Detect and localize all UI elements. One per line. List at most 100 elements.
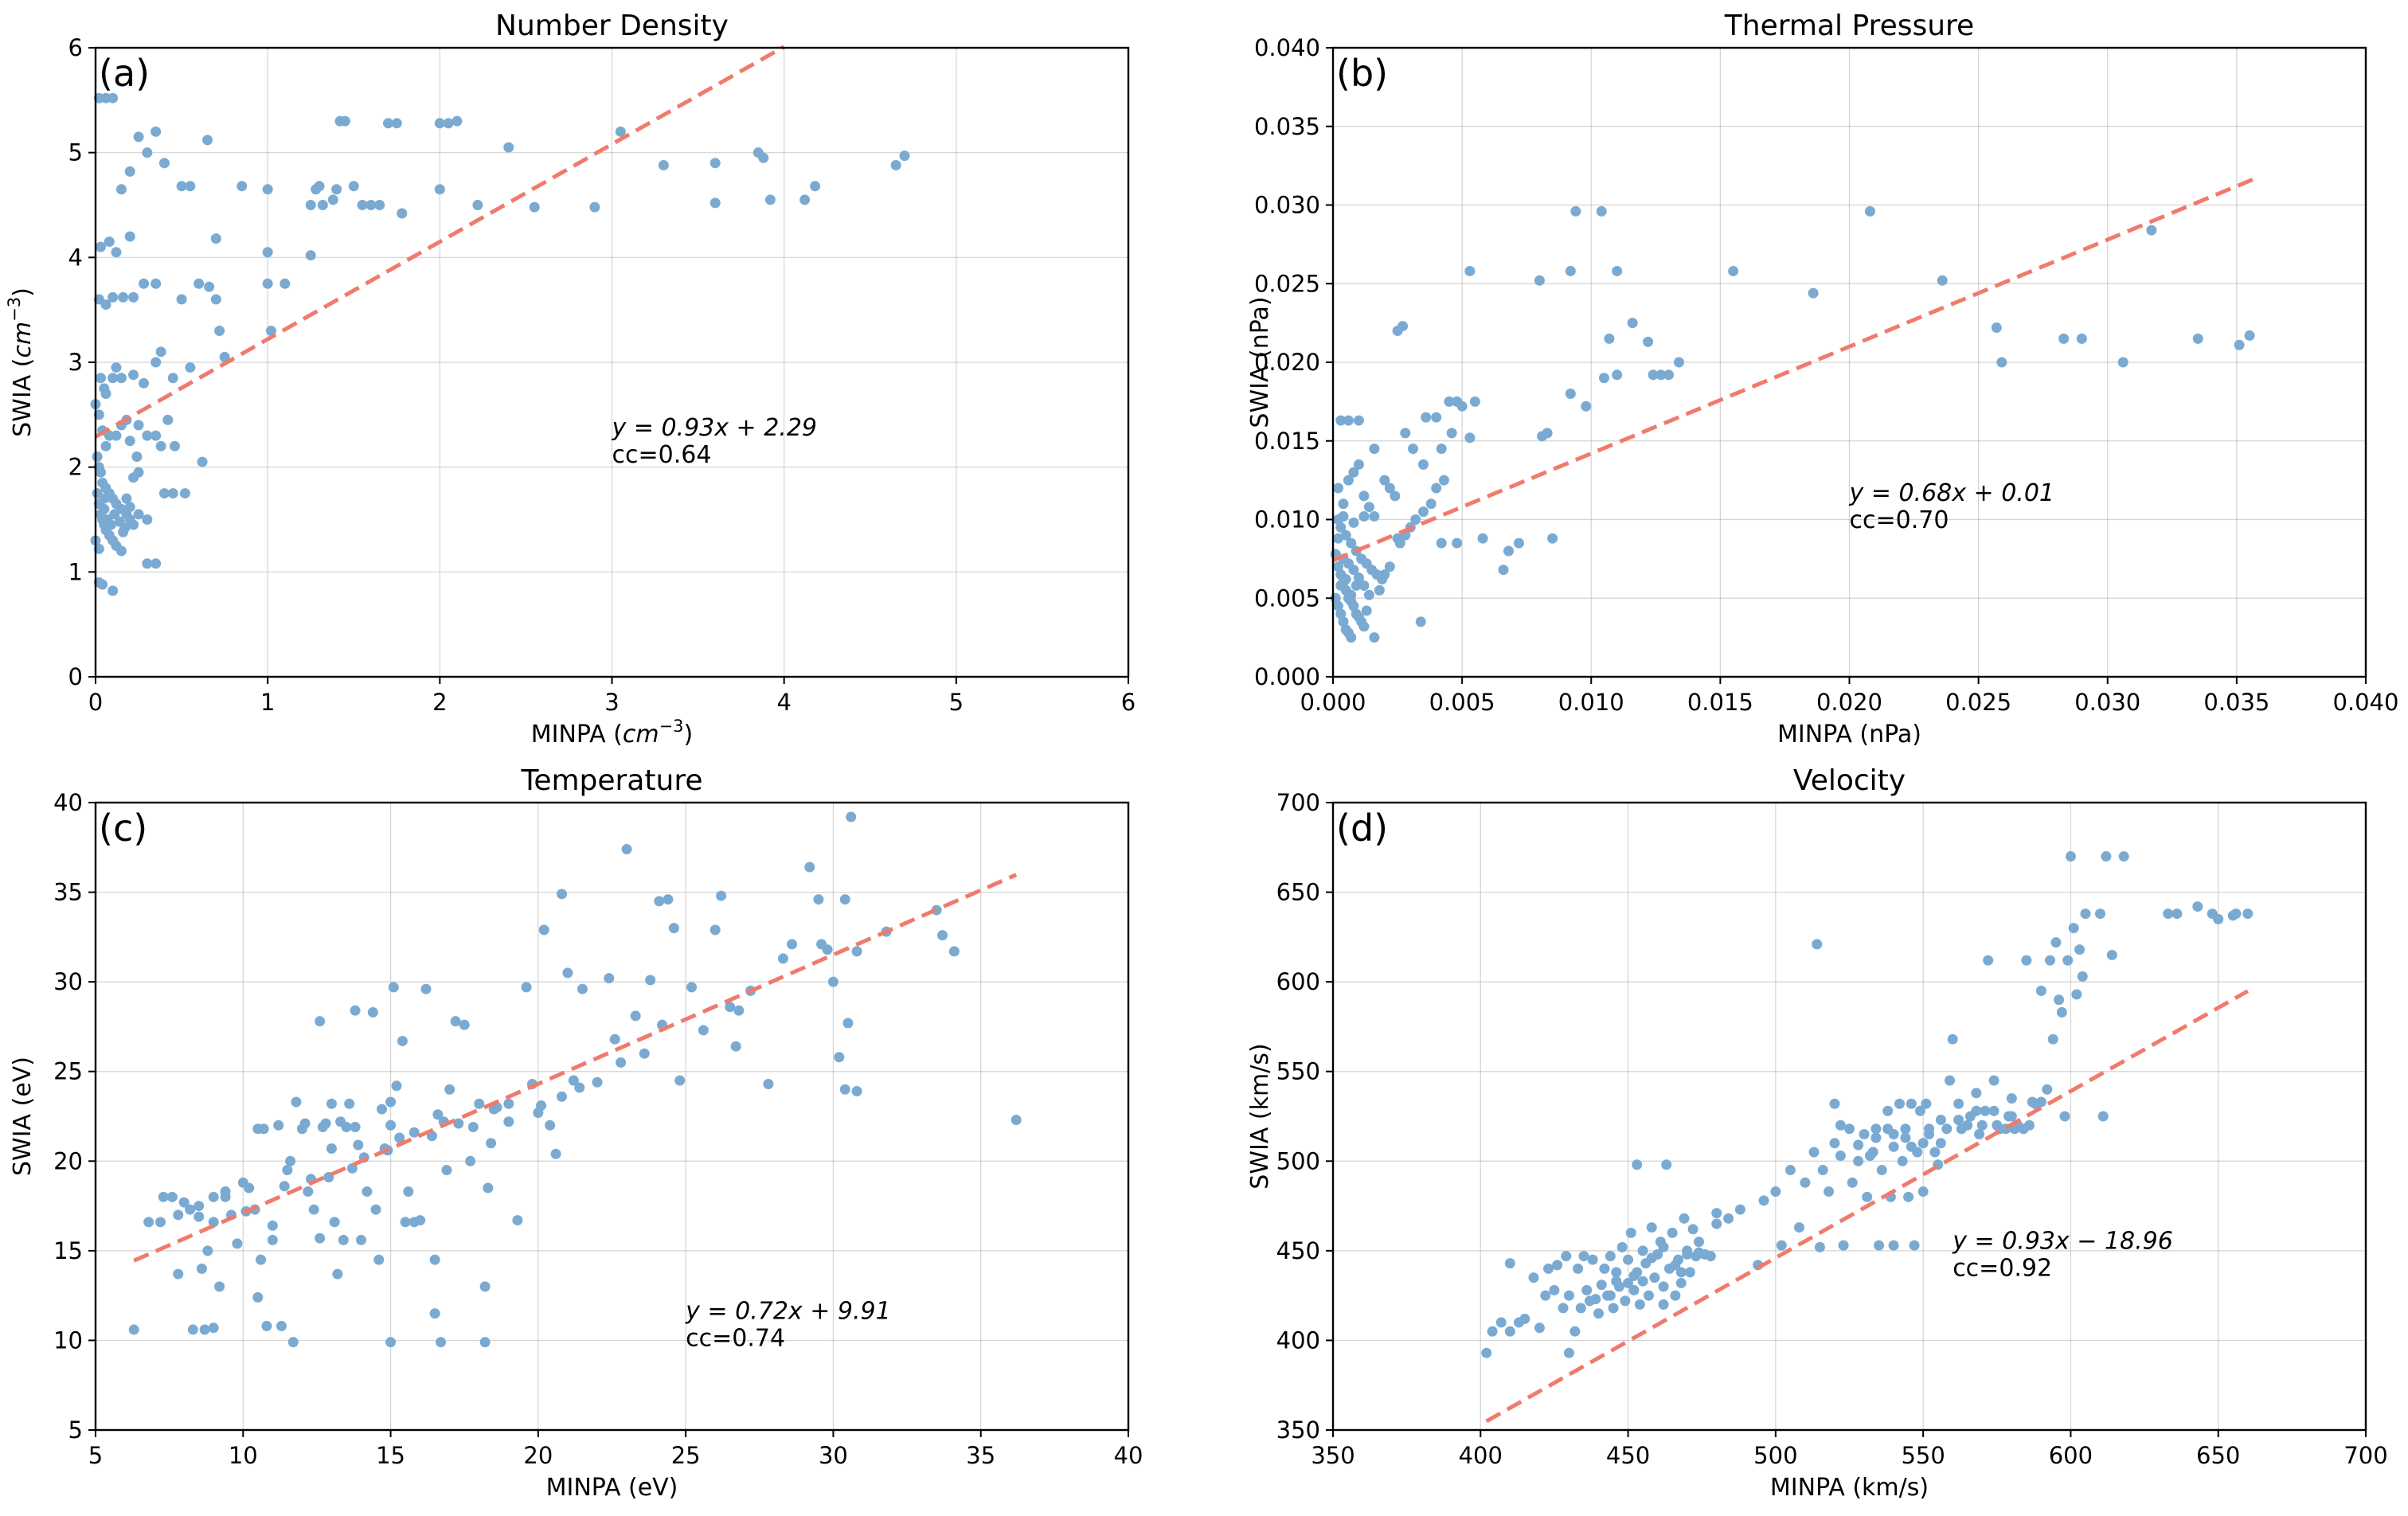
data-point (441, 1165, 452, 1176)
data-point (2021, 955, 2032, 966)
data-point (331, 184, 342, 195)
data-point (373, 1254, 385, 1265)
data-point (436, 1337, 447, 1348)
data-point (1953, 1098, 1964, 1109)
data-point (658, 159, 669, 170)
data-point (276, 1320, 287, 1331)
data-point (2058, 333, 2070, 344)
data-point (1983, 955, 1994, 966)
data-point (1800, 1177, 1811, 1188)
x-tick-label: 1 (260, 689, 275, 716)
data-point (1661, 1159, 1672, 1170)
data-point (545, 1119, 556, 1131)
data-point (1363, 502, 1374, 513)
x-tick-label: 600 (2049, 1442, 2093, 1469)
data-point (1679, 1213, 1690, 1224)
data-point (2054, 994, 2065, 1006)
data-point (315, 1016, 326, 1027)
data-point (308, 1204, 319, 1215)
data-point (2035, 1096, 2046, 1108)
data-point (315, 1233, 326, 1244)
data-point (2077, 971, 2088, 982)
data-point (1563, 1347, 1574, 1358)
data-point (1332, 561, 1343, 572)
data-point (1667, 1227, 1678, 1238)
data-point (1452, 537, 1463, 549)
x-tick-label: 0.015 (1687, 689, 1753, 716)
data-point (1431, 483, 1442, 494)
data-point (1598, 373, 1609, 384)
data-point (350, 1122, 361, 1133)
data-point (529, 201, 540, 213)
data-point (1332, 533, 1343, 544)
y-tick-label: 350 (1276, 1416, 1320, 1444)
fit-line (94, 45, 785, 439)
data-point (562, 967, 573, 979)
data-point (262, 247, 273, 258)
data-point (1547, 533, 1558, 544)
data-point (1687, 1224, 1698, 1235)
data-point (1611, 1276, 1622, 1287)
data-point (357, 200, 368, 210)
data-point (1415, 616, 1426, 627)
data-point (108, 92, 119, 104)
data-point (388, 982, 399, 993)
panel-label: (a) (99, 52, 150, 95)
data-point (326, 1143, 337, 1155)
y-tick-label: 0.030 (1254, 192, 1320, 219)
x-tick-label: 3 (604, 689, 619, 716)
fit-line (1332, 177, 2256, 563)
data-point (1844, 1123, 1855, 1135)
data-point (1812, 939, 1823, 950)
data-point (303, 1186, 314, 1198)
data-point (1575, 1303, 1586, 1314)
data-point (429, 1308, 440, 1319)
y-axis-label: SWIA (eV) (9, 1057, 37, 1176)
data-point (763, 1078, 774, 1089)
data-point (486, 1138, 497, 1149)
x-tick-label: 10 (229, 1442, 258, 1469)
data-point (450, 1016, 461, 1027)
data-point (674, 1075, 686, 1086)
chart-title: Velocity (1793, 764, 1906, 797)
data-point (1436, 537, 1447, 549)
data-point (1513, 537, 1524, 549)
data-point (1874, 1240, 1885, 1251)
data-point (150, 126, 162, 137)
data-point (1604, 333, 1615, 344)
data-point (142, 147, 153, 158)
data-point (609, 1033, 620, 1045)
data-point (725, 1002, 736, 1013)
data-point (1711, 1218, 1722, 1229)
data-point (2068, 923, 2079, 934)
data-point (810, 181, 821, 192)
data-point (465, 1155, 476, 1166)
data-point (434, 118, 445, 129)
x-tick-label: 0.025 (1945, 689, 2011, 716)
data-point (1596, 1280, 1607, 1291)
data-point (1565, 265, 1576, 276)
data-point (1859, 1129, 1870, 1140)
data-point (1340, 529, 1351, 541)
data-point (1758, 1195, 1769, 1206)
data-point (210, 233, 221, 244)
data-point (2042, 1084, 2053, 1095)
data-point (1570, 205, 1581, 217)
y-tick-label: 0.040 (1254, 34, 1320, 61)
axes-frame (1331, 801, 2367, 1432)
data-point (758, 152, 769, 163)
data-point (948, 946, 960, 957)
data-point (1628, 1270, 1640, 1281)
data-point (654, 896, 665, 907)
data-point (2006, 1111, 2017, 1122)
x-axis-label-base: MINPA ( (531, 721, 623, 748)
data-point (1627, 318, 1638, 329)
data-point (2062, 955, 2074, 966)
data-point (1469, 396, 1480, 407)
data-point (1648, 369, 1659, 381)
data-point (282, 1165, 293, 1176)
data-point (686, 982, 698, 993)
data-point (1332, 600, 1343, 611)
x-tick-label: 20 (523, 1442, 553, 1469)
data-point (339, 115, 350, 127)
